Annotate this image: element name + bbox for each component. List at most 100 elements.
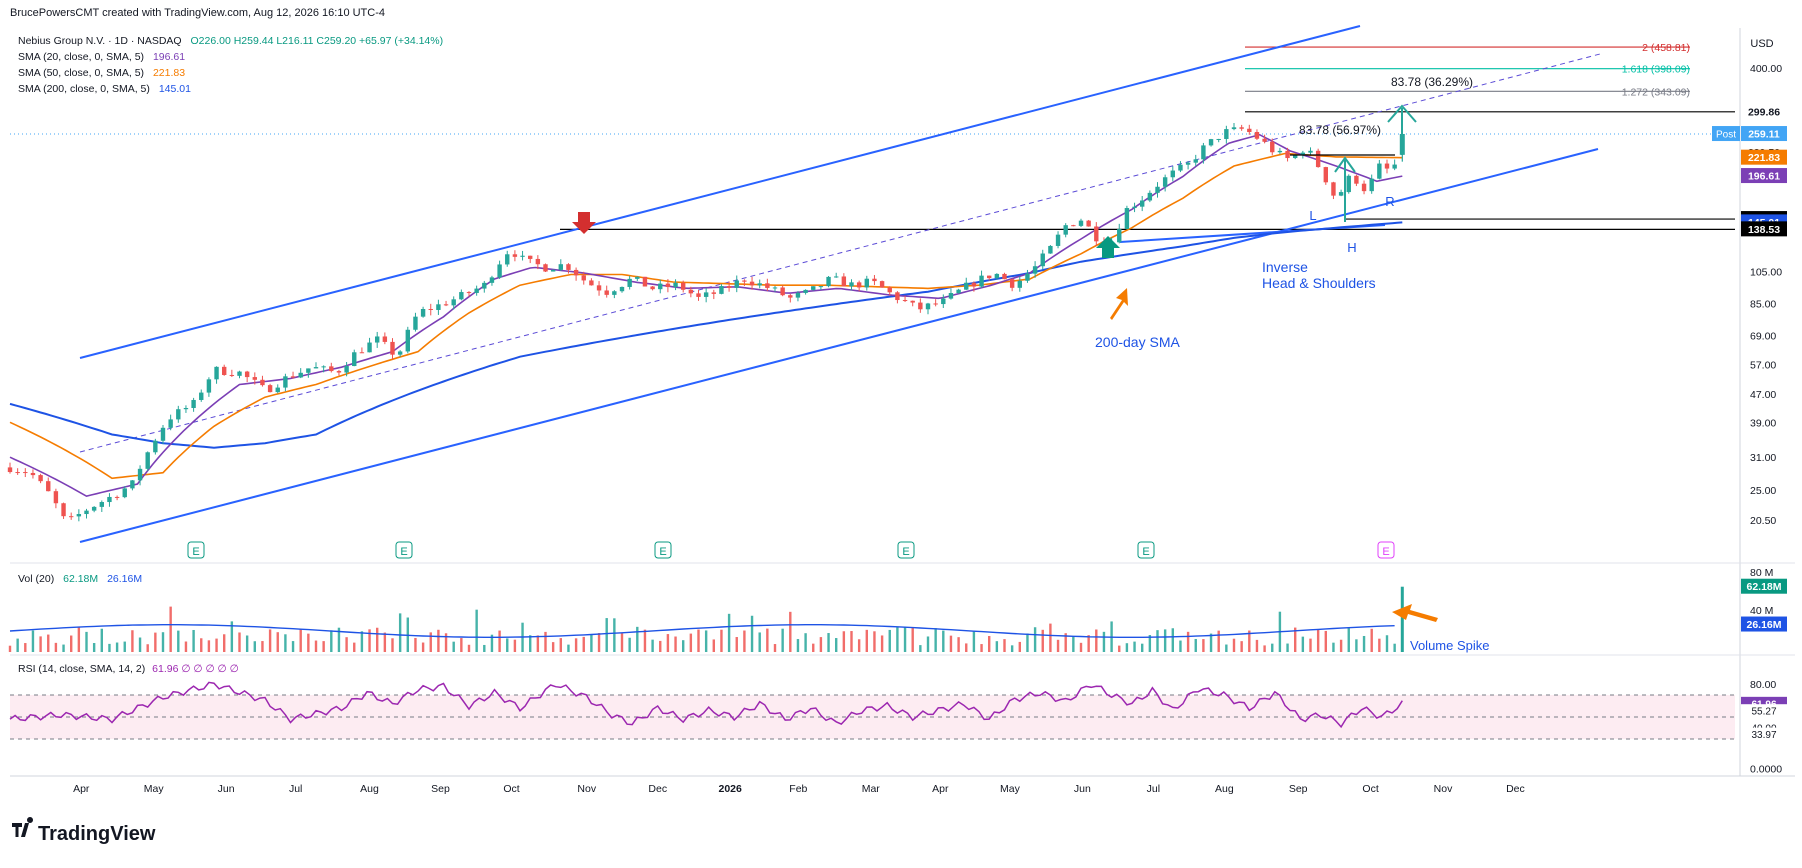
candle-body (528, 255, 533, 259)
volume-bar (421, 642, 425, 652)
candle-body (1201, 145, 1206, 160)
volume-bar (452, 641, 455, 652)
volume-bar (597, 633, 601, 652)
candle-body (673, 282, 678, 288)
volume-spike-bar (1400, 586, 1404, 652)
candle-body (168, 419, 173, 428)
volume-bar (1125, 643, 1129, 652)
price-badge-text: 259.11 (1748, 129, 1780, 141)
candle-body (665, 283, 671, 288)
volume-bar (92, 643, 96, 652)
volume-bar (766, 628, 769, 652)
candle-body (1032, 266, 1038, 274)
volume-bar (1286, 643, 1289, 652)
volume-spike-arrow-icon (1392, 604, 1438, 622)
candle-body (176, 409, 181, 420)
candle-body (726, 286, 732, 288)
candle-body (1323, 167, 1328, 183)
volume-bar (942, 630, 945, 652)
volume-bar (276, 632, 279, 652)
volume-bar (934, 628, 937, 652)
y-tick-label: 25.00 (1750, 485, 1776, 497)
candle-body (375, 336, 380, 343)
earnings-marker[interactable] (187, 541, 205, 559)
volume-bar (605, 618, 608, 652)
rsi-badge (1741, 727, 1787, 741)
brand-text: TradingView (38, 823, 156, 845)
volume-bar (857, 639, 861, 652)
candle-body (612, 291, 617, 295)
candle-body (872, 278, 877, 282)
volume-tick-label: 80 M (1750, 567, 1773, 579)
candle-body (76, 514, 82, 517)
volume-bar (1148, 635, 1152, 652)
candle-body (1048, 245, 1053, 254)
y-tick-label: 47.00 (1750, 389, 1776, 401)
volume-bar (200, 638, 203, 652)
candle-body (344, 366, 349, 373)
rsi-legend-label: RSI (14, close, SMA, 14, 2) (18, 663, 145, 675)
volume-bar (1240, 641, 1243, 652)
volume-bar (1102, 631, 1106, 652)
candle-body (1247, 128, 1252, 132)
candle-body (818, 286, 824, 288)
earnings-marker[interactable] (897, 541, 915, 559)
volume-bar (398, 613, 402, 652)
sma200-legend: SMA (200, close, 0, SMA, 5) 145.01 (18, 83, 191, 95)
price-badge-text: 138.53 (1748, 224, 1780, 236)
earnings-marker[interactable] (1137, 541, 1155, 559)
sma200-legend-value: 145.01 (159, 83, 191, 95)
earnings-marker[interactable] (1377, 541, 1395, 559)
candle-body (1354, 175, 1359, 184)
volume-bar (1332, 642, 1335, 652)
candle-body (1285, 150, 1290, 159)
candle-body (1384, 163, 1390, 169)
candle-body (199, 392, 204, 400)
candle-body (1239, 127, 1244, 129)
candle-body (489, 277, 495, 283)
post-market-tag (1712, 126, 1740, 142)
candle-body (482, 282, 487, 289)
volume-bar (636, 626, 639, 652)
volume-panel: 80 M 40 M 62.18M 26.16M Volume Spike (8, 567, 1787, 653)
candle-body (1140, 200, 1145, 207)
candle-body (627, 278, 632, 287)
x-tick-label: Nov (577, 783, 596, 795)
volume-bar (467, 644, 471, 652)
earnings-marker[interactable] (395, 541, 413, 559)
volume-bar (1179, 640, 1182, 652)
candle-body (84, 510, 89, 515)
volume-bar (1362, 635, 1366, 652)
volume-bar (230, 621, 234, 652)
fib-level-label: 1.272 (343.09) (1622, 86, 1690, 98)
volume-bar (238, 632, 241, 652)
earnings-marker[interactable] (654, 541, 672, 559)
candle-body (61, 503, 66, 517)
volume-bar (888, 629, 891, 652)
volume-bar (995, 641, 999, 652)
candle-body (834, 276, 839, 278)
tradingview-logo-icon (12, 817, 34, 837)
candle-body (1308, 150, 1313, 153)
volume-bar (62, 644, 65, 652)
sma50-legend-value: 221.83 (153, 67, 185, 79)
sma200-note: 200-day SMA (1095, 334, 1180, 350)
volume-bar (1378, 638, 1381, 652)
rsi-badge (1741, 704, 1787, 718)
candle-body (1277, 150, 1283, 153)
candle-body (635, 276, 640, 279)
volume-bar (192, 629, 195, 652)
volume-bar (544, 631, 547, 652)
candle-body (933, 303, 938, 305)
candle-body (1155, 186, 1160, 193)
earnings-marker-label: E (192, 546, 199, 558)
candle-body (589, 280, 594, 286)
earnings-marker-label: E (1382, 546, 1389, 558)
volume-bar (131, 630, 134, 652)
price-badge (1741, 168, 1787, 184)
fib-level-label: 2 (458.81) (1642, 42, 1690, 54)
volume-bar (789, 611, 792, 652)
candle-body (298, 372, 303, 378)
volume-bar (804, 633, 807, 652)
volume-bar (146, 644, 149, 652)
